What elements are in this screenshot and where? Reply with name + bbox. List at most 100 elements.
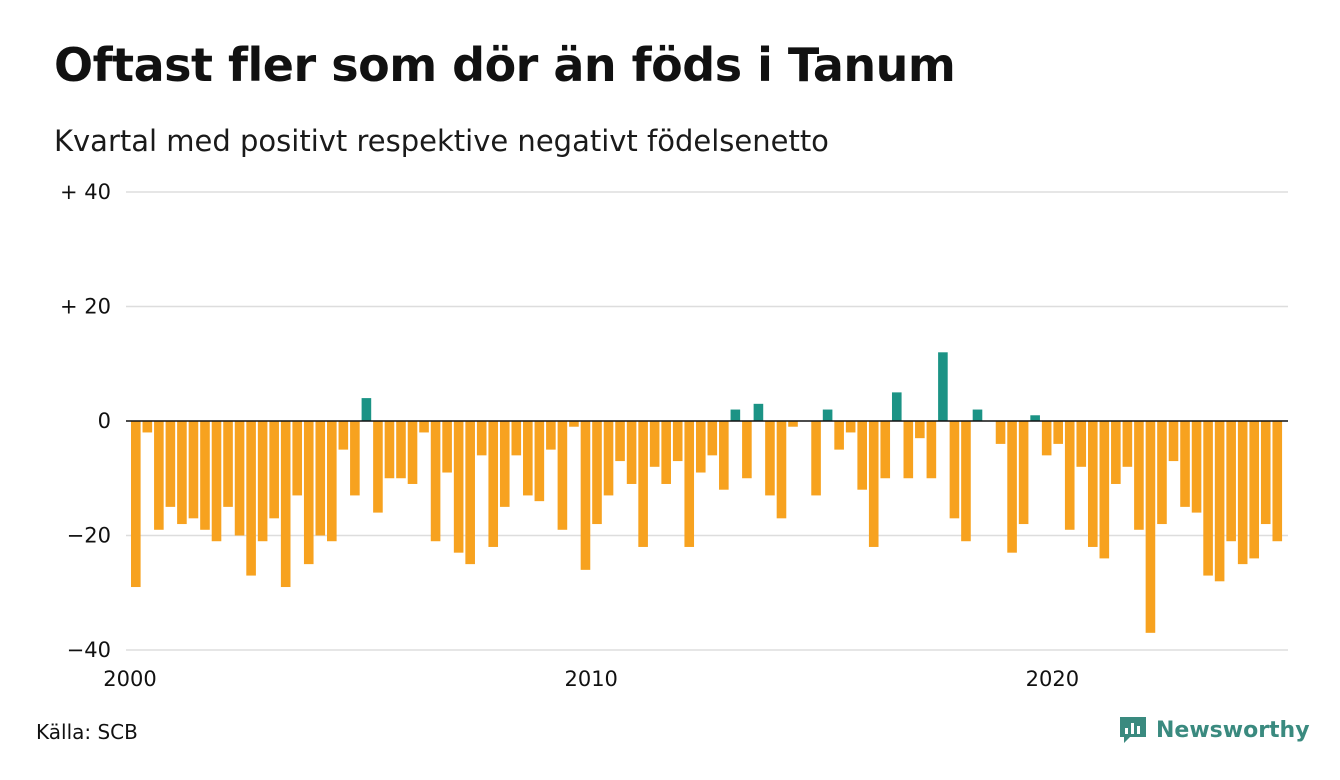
bar-2008Q1 <box>499 421 510 507</box>
bar-2012Q1 <box>684 421 695 547</box>
bar-2006Q1 <box>407 421 418 484</box>
bar-2021Q2 <box>1111 421 1121 484</box>
bar-2003Q2 <box>280 421 291 588</box>
y-tick-label: −40 <box>67 638 111 662</box>
bar-2023Q2 <box>1203 421 1213 576</box>
bar-2013Q3 <box>753 403 764 421</box>
bar-2019Q1 <box>1007 421 1017 553</box>
bar-2021Q3 <box>1122 421 1133 467</box>
bar-2015Q3 <box>845 421 856 433</box>
bar-2005Q3 <box>384 421 395 479</box>
bar-2009Q3 <box>569 421 579 427</box>
bar-2020Q1 <box>1053 421 1063 444</box>
bar-2002Q2 <box>234 421 245 536</box>
bar-2009Q2 <box>557 421 568 530</box>
bar-2000Q1 <box>131 421 141 588</box>
bar-2007Q2 <box>465 421 475 565</box>
newsworthy-logo-icon <box>1120 717 1146 743</box>
bar-2004Q3 <box>338 421 349 450</box>
y-axis-labels: + 40 + 20 0 −20 −40 <box>60 180 111 662</box>
bar-2017Q1 <box>915 421 925 439</box>
bar-2020Q3 <box>1076 421 1087 467</box>
bar-2016Q2 <box>880 421 891 479</box>
bar-2012Q4 <box>719 421 729 490</box>
bar-2022Q4 <box>1180 421 1190 507</box>
bar-2009Q4 <box>580 421 591 570</box>
bar-2024Q1 <box>1237 421 1248 565</box>
bar-2024Q3 <box>1260 421 1271 525</box>
bar-2012Q2 <box>695 421 706 473</box>
brand-name: Newsworthy <box>1156 717 1310 743</box>
bar-2000Q3 <box>154 421 164 530</box>
bar-2002Q1 <box>223 421 233 507</box>
bar-2008Q2 <box>511 421 522 456</box>
bar-2013Q4 <box>765 421 775 496</box>
y-tick-label: + 20 <box>60 295 111 319</box>
bar-2004Q1 <box>315 421 326 536</box>
bar-2013Q2 <box>742 421 752 479</box>
bar-2024Q2 <box>1249 421 1260 559</box>
bar-2003Q3 <box>292 421 303 496</box>
bar-2010Q3 <box>615 421 625 462</box>
bar-2016Q1 <box>868 421 879 547</box>
bar-2016Q3 <box>891 392 902 421</box>
bar-2014Q1 <box>776 421 787 519</box>
bar-2018Q2 <box>972 409 983 421</box>
bar-2014Q2 <box>788 421 798 427</box>
bar-2005Q1 <box>361 398 372 421</box>
bar-2008Q4 <box>534 421 545 502</box>
x-tick-label: 2020 <box>1026 667 1079 691</box>
bar-2006Q3 <box>430 421 441 542</box>
bar-2015Q2 <box>834 421 844 450</box>
bar-2012Q3 <box>707 421 718 456</box>
bar-2004Q2 <box>327 421 337 542</box>
y-tick-label: 0 <box>98 409 111 433</box>
bar-2020Q2 <box>1064 421 1075 530</box>
bar-2009Q1 <box>546 421 556 450</box>
bar-2011Q3 <box>661 421 671 484</box>
bar-2022Q3 <box>1168 421 1179 462</box>
bar-2001Q2 <box>188 421 199 519</box>
bar-2014Q4 <box>811 421 821 496</box>
bar-2015Q4 <box>857 421 867 490</box>
bar-2017Q2 <box>926 421 937 479</box>
bar-2002Q3 <box>246 421 256 576</box>
bar-2018Q1 <box>961 421 971 542</box>
source-note: Källa: SCB <box>36 720 138 744</box>
bar-2023Q4 <box>1226 421 1236 542</box>
bar-2013Q1 <box>730 409 741 421</box>
bar-2022Q1 <box>1145 421 1156 633</box>
bar-2000Q2 <box>142 421 153 433</box>
y-tick-label: + 40 <box>60 180 111 204</box>
bar-2022Q2 <box>1157 421 1167 525</box>
brand-logo: Newsworthy <box>1118 714 1310 746</box>
bar-2017Q3 <box>938 352 948 421</box>
y-tick-label: −20 <box>67 524 111 548</box>
bar-2001Q3 <box>200 421 210 530</box>
bar-2007Q4 <box>488 421 499 547</box>
bar-2018Q4 <box>995 421 1006 444</box>
bar-2006Q4 <box>442 421 452 473</box>
bar-2003Q4 <box>303 421 314 565</box>
bar-2021Q1 <box>1099 421 1110 559</box>
bar-2005Q4 <box>396 421 406 479</box>
bar-2006Q2 <box>419 421 429 433</box>
bar-2016Q4 <box>903 421 914 479</box>
bar-2010Q1 <box>592 421 602 525</box>
bar-2019Q2 <box>1018 421 1029 525</box>
bar-2024Q4 <box>1272 421 1283 542</box>
bar-2019Q3 <box>1030 415 1040 421</box>
bar-2015Q1 <box>822 409 833 421</box>
bar-2003Q1 <box>269 421 279 519</box>
x-tick-label: 2010 <box>564 667 617 691</box>
x-tick-label: 2000 <box>103 667 156 691</box>
bar-2020Q4 <box>1087 421 1098 547</box>
bar-2011Q2 <box>649 421 660 467</box>
bar-2021Q4 <box>1134 421 1144 530</box>
bar-2011Q1 <box>638 421 648 547</box>
bar-2007Q1 <box>453 421 464 553</box>
bar-chart: + 40 + 20 0 −20 −40 2000 2010 2020 <box>60 180 1288 691</box>
x-axis-labels: 2000 2010 2020 <box>103 667 1079 691</box>
chart-title: Oftast fler som dör än föds i Tanum <box>54 38 956 92</box>
bar-2008Q3 <box>523 421 533 496</box>
